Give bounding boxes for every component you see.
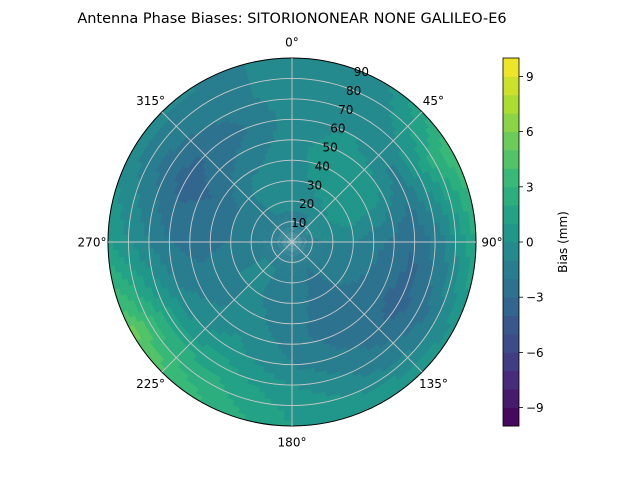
chart-title: Antenna Phase Biases: SITORIONONEAR NONE…: [77, 11, 506, 27]
